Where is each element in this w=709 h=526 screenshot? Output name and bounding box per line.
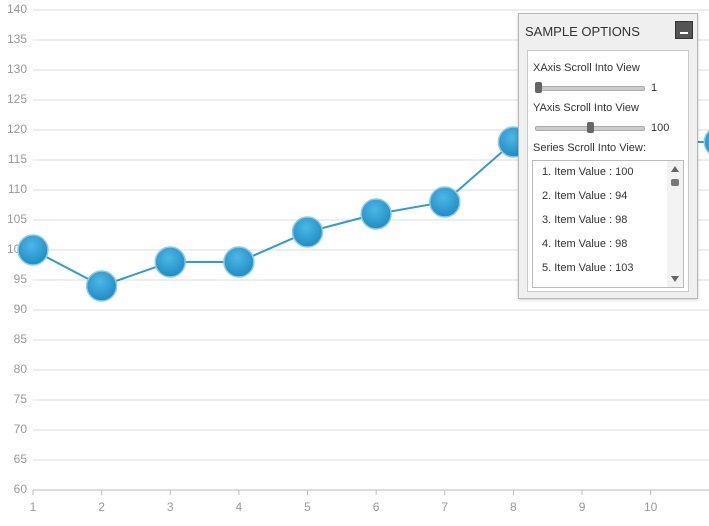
y-tick-label: 80 — [14, 362, 28, 376]
slider-thumb[interactable] — [587, 122, 594, 133]
y-tick-label: 130 — [7, 62, 27, 76]
list-item[interactable]: 2. Item Value : 94 — [542, 190, 628, 202]
x-tick-label: 4 — [236, 500, 243, 514]
y-tick-label: 110 — [8, 182, 27, 196]
minimize-button[interactable] — [675, 21, 693, 39]
x-slider[interactable] — [535, 82, 645, 93]
y-tick-label: 120 — [7, 122, 27, 136]
point — [154, 246, 187, 278]
y-tick-label: 140 — [7, 2, 27, 16]
point — [85, 270, 118, 302]
y-tick-label: 75 — [14, 392, 28, 406]
slider-thumb[interactable] — [535, 82, 542, 93]
point — [291, 216, 324, 248]
x-tick-label: 10 — [644, 500, 658, 514]
point — [429, 186, 461, 218]
x-tick-label: 6 — [373, 500, 380, 514]
series-scroll-label: Series Scroll Into View: — [533, 142, 646, 154]
x-slider-value: 1 — [651, 82, 658, 94]
x-scroll-label: XAxis Scroll Into View — [533, 62, 640, 74]
list-item[interactable]: 5. Item Value : 103 — [542, 262, 634, 274]
x-tick-label: 3 — [167, 500, 174, 514]
list-item[interactable]: 1. Item Value : 100 — [542, 166, 634, 178]
y-slider-value: 100 — [651, 122, 670, 134]
point — [223, 246, 255, 278]
x-tick-label: 7 — [441, 500, 448, 514]
y-tick-label: 135 — [7, 32, 27, 46]
list-item[interactable]: 3. Item Value : 98 — [542, 214, 628, 226]
x-tick-label: 9 — [579, 500, 586, 514]
series-list[interactable]: 1. Item Value : 100 2. Item Value : 94 3. … — [532, 160, 684, 288]
y-tick-label: 90 — [14, 302, 28, 316]
y-tick-label: 105 — [7, 212, 27, 226]
y-scroll-label: YAxis Scroll Into View — [533, 102, 639, 114]
panel-body: XAxis Scroll Into View 1 YAxis Scroll In… — [527, 50, 689, 292]
options-panel: SAMPLE OPTIONS XAxis Scroll Into View 1 … — [518, 13, 698, 299]
y-tick-label: 60 — [14, 482, 28, 496]
panel-title: SAMPLE OPTIONS — [525, 24, 640, 39]
y-tick-label: 70 — [14, 422, 28, 436]
x-tick-label: 5 — [304, 500, 311, 514]
point — [360, 198, 392, 230]
y-tick-label: 115 — [8, 152, 27, 166]
y-tick-label: 65 — [14, 452, 28, 466]
y-tick-label: 95 — [14, 272, 28, 286]
y-tick-label: 125 — [7, 92, 27, 106]
x-tick-label: 1 — [30, 500, 37, 514]
point — [17, 234, 49, 266]
y-slider[interactable] — [535, 122, 645, 133]
scrollbar[interactable] — [667, 161, 683, 287]
point — [703, 130, 709, 154]
x-tick-label: 2 — [98, 500, 105, 514]
y-tick-label: 85 — [14, 332, 28, 346]
list-item[interactable]: 4. Item Value : 98 — [542, 238, 628, 250]
x-tick-label: 8 — [510, 500, 517, 514]
